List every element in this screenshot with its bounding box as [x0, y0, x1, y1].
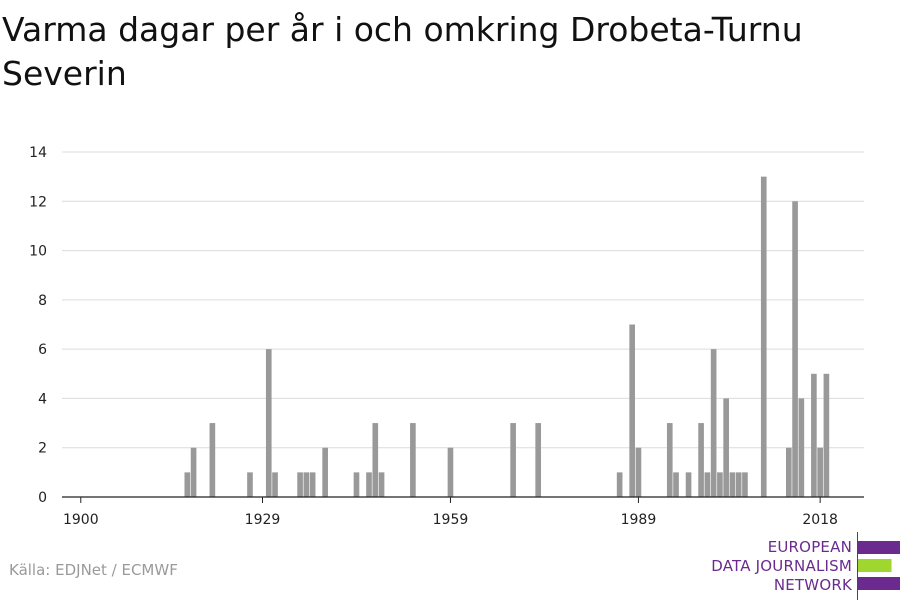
x-tick-label-1989: 1989 — [621, 512, 657, 528]
bar-1937 — [309, 472, 316, 497]
y-tick-label-14: 14 — [29, 145, 47, 161]
y-tick-label-8: 8 — [38, 293, 47, 309]
bar-2019 — [823, 373, 830, 497]
bar-1986 — [616, 472, 623, 497]
bar-2009 — [760, 176, 767, 497]
y-tick-label-0: 0 — [38, 490, 47, 506]
x-tick-label-1929: 1929 — [245, 512, 281, 528]
bar-1930 — [265, 349, 272, 497]
bar-1944 — [353, 472, 360, 497]
x-tick-label-1900: 1900 — [63, 512, 99, 528]
bar-2000 — [704, 472, 711, 497]
bar-1995 — [673, 472, 679, 497]
bar-1927 — [247, 472, 253, 497]
chart-title: Varma dagar per år i och omkring Drobeta… — [2, 10, 803, 93]
bar-2004 — [729, 472, 736, 497]
bar-1973 — [535, 423, 542, 497]
bar-1988 — [629, 324, 635, 497]
bar-1969 — [510, 423, 516, 497]
x-tick-label-2018: 2018 — [802, 512, 838, 528]
logo-line-2: DATA JOURNALISM — [711, 557, 852, 575]
x-tick-label-1959: 1959 — [433, 512, 469, 528]
y-tick-label-6: 6 — [38, 342, 47, 358]
bar-2018 — [817, 447, 823, 497]
edjnet-logo: EUROPEAN DATA JOURNALISM NETWORK — [700, 532, 900, 600]
bar-1997 — [685, 472, 692, 497]
logo-line-3: NETWORK — [773, 576, 852, 594]
logo-bar-purple-top — [858, 541, 900, 554]
x-axis-ticks: 1900 1929 1959 1989 2018 — [63, 497, 838, 528]
y-tick-label-2: 2 — [38, 441, 47, 457]
bar-1917 — [184, 472, 191, 497]
bar-1953 — [410, 423, 416, 497]
source-note: Källa: EDJNet / ECMWF — [9, 561, 178, 579]
bar-1935 — [297, 472, 303, 497]
y-tick-label-4: 4 — [38, 391, 47, 407]
bar-2005 — [735, 472, 742, 497]
y-tick-label-10: 10 — [29, 244, 47, 260]
bar-1931 — [272, 472, 278, 497]
bars — [184, 176, 830, 498]
bar-2014 — [792, 201, 798, 498]
bar-1989 — [635, 447, 642, 497]
bar-1999 — [698, 423, 704, 497]
bar-2002 — [717, 472, 723, 497]
bar-1946 — [366, 472, 372, 497]
bar-1994 — [666, 423, 673, 497]
gridlines — [62, 151, 864, 449]
logo-line-1: EUROPEAN — [767, 538, 852, 556]
y-tick-label-12: 12 — [29, 194, 47, 210]
bar-1921 — [209, 423, 216, 497]
bar-1918 — [190, 447, 197, 497]
bar-2003 — [723, 398, 729, 497]
logo-divider — [857, 532, 858, 600]
logo-bar-green — [858, 559, 900, 572]
bar-2015 — [798, 398, 805, 497]
bar-1948 — [378, 472, 385, 497]
bar-1959 — [447, 447, 454, 497]
bar-1939 — [322, 447, 328, 497]
bar-2013 — [785, 447, 792, 497]
bar-2017 — [811, 373, 817, 497]
bar-1947 — [372, 423, 379, 497]
y-axis-ticks: 0 2 4 6 8 10 12 14 — [29, 145, 47, 506]
logo-bar-purple-bottom — [858, 577, 900, 590]
bar-2006 — [742, 472, 748, 497]
bar-1936 — [303, 472, 310, 497]
bar-2001 — [710, 349, 717, 497]
